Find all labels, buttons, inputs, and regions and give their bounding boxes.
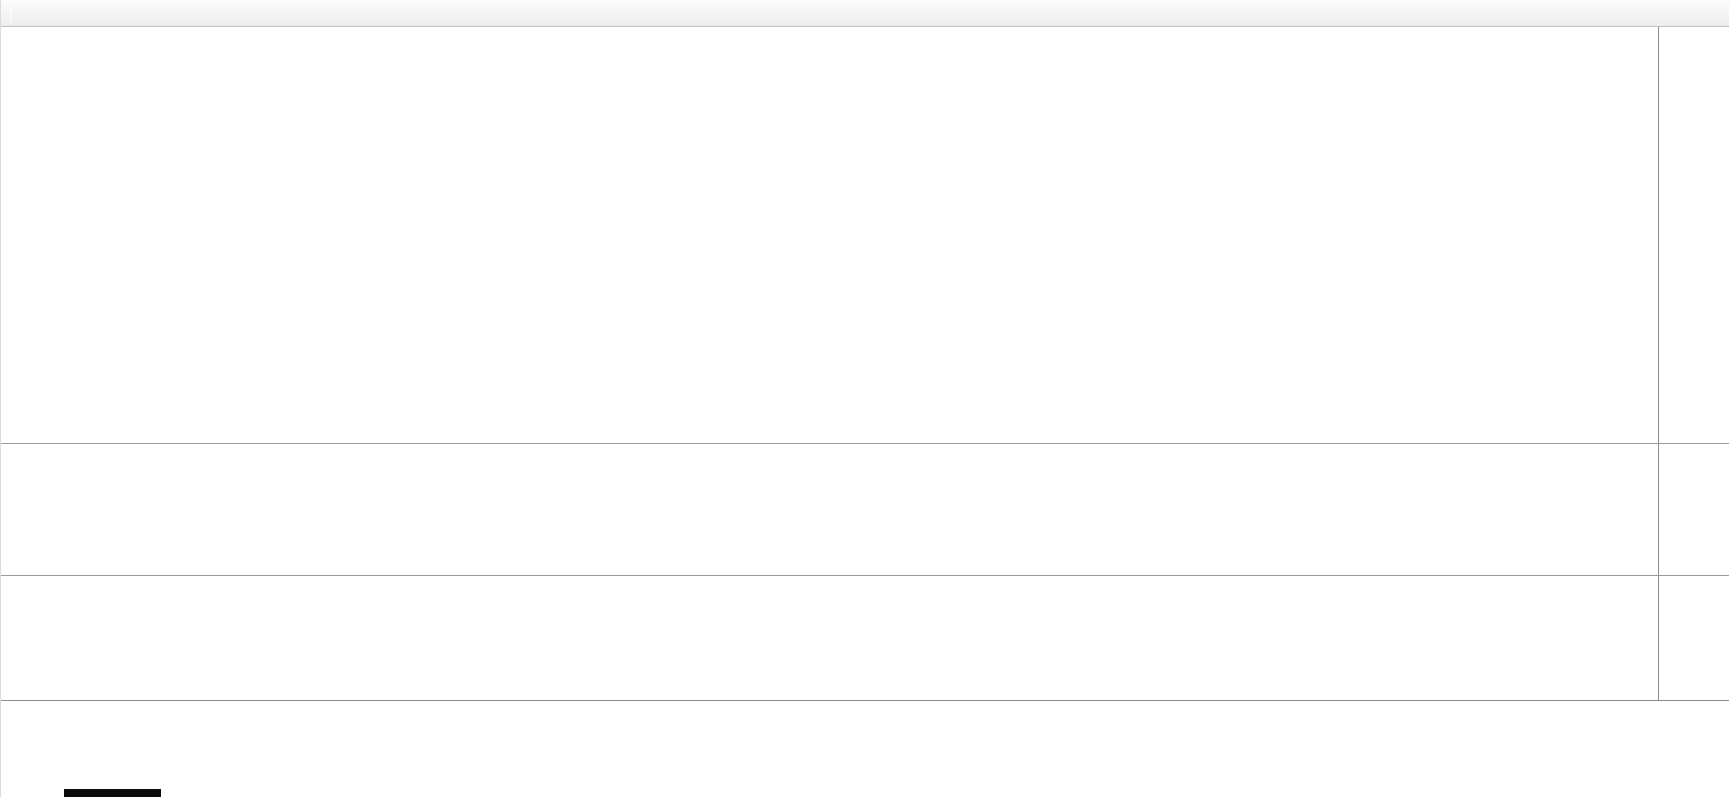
price-axis[interactable] xyxy=(1658,27,1729,700)
time-axis[interactable] xyxy=(1,700,1729,716)
bottom-window-fragment xyxy=(64,789,161,797)
rsi-indicator-chart[interactable] xyxy=(1,576,1658,700)
rsi-panel-separator[interactable] xyxy=(1,575,1729,576)
macd-indicator-chart[interactable] xyxy=(1,444,1658,575)
toolbar-separator xyxy=(10,4,11,22)
toolbar xyxy=(1,0,1729,27)
macd-panel-separator[interactable] xyxy=(1,443,1729,444)
main-price-chart[interactable] xyxy=(1,27,1658,443)
